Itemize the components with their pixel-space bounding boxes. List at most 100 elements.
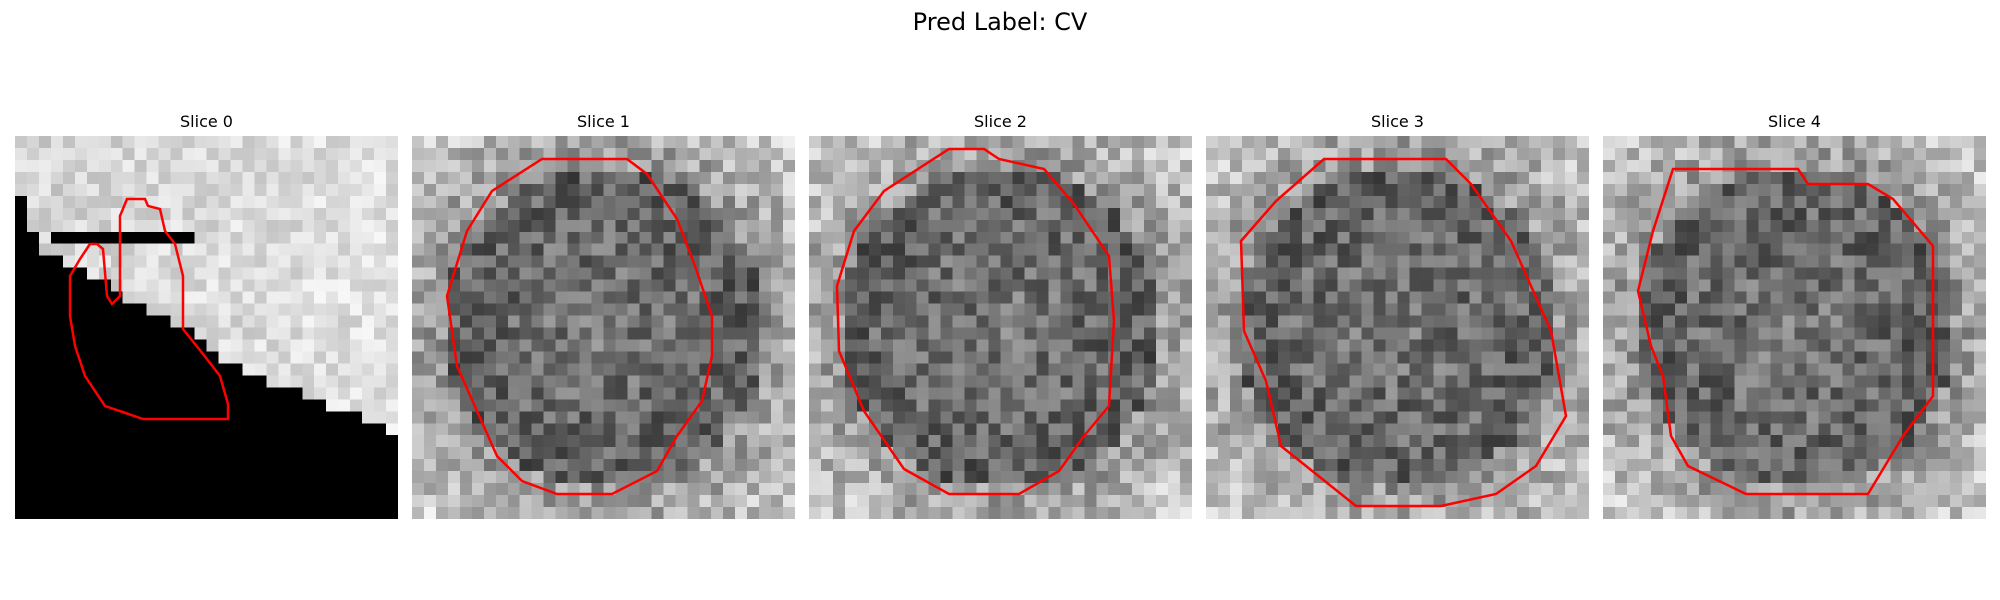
pixel xyxy=(615,195,629,209)
pixel xyxy=(1782,351,1796,365)
pixel xyxy=(1012,351,1026,365)
pixel xyxy=(1217,243,1231,257)
pixel xyxy=(1674,303,1688,317)
pixel xyxy=(1433,471,1446,484)
pixel xyxy=(1421,243,1435,257)
pixel xyxy=(627,387,641,400)
pixel xyxy=(435,423,449,436)
pixel xyxy=(591,279,605,293)
pixel xyxy=(519,243,533,257)
pixel xyxy=(254,255,267,269)
pixel xyxy=(1012,423,1026,436)
pixel xyxy=(663,411,676,424)
pixel xyxy=(880,219,894,233)
pixel xyxy=(1409,171,1423,185)
pixel xyxy=(519,459,533,472)
pixel xyxy=(1794,339,1808,353)
pixel xyxy=(1289,339,1303,353)
pixel xyxy=(1662,327,1676,341)
pixel xyxy=(531,459,545,472)
pixel xyxy=(1036,423,1049,436)
pixel xyxy=(1481,447,1494,460)
pixel xyxy=(1289,387,1303,400)
pixel xyxy=(988,255,1002,269)
pixel xyxy=(1842,136,1855,149)
pixel xyxy=(1806,375,1820,388)
pixel xyxy=(1481,387,1494,400)
pixel xyxy=(783,399,795,412)
pixel xyxy=(892,351,906,365)
pixel xyxy=(1337,459,1351,472)
pixel xyxy=(1301,279,1315,293)
pixel xyxy=(98,507,112,519)
pixel xyxy=(314,447,327,460)
pixel xyxy=(1603,375,1616,388)
pixel xyxy=(759,483,772,496)
pixel xyxy=(26,459,40,472)
pixel xyxy=(675,363,688,376)
pixel xyxy=(1650,327,1664,341)
pixel xyxy=(1926,447,1939,460)
pixel xyxy=(302,147,315,161)
pixel xyxy=(543,303,557,317)
pixel xyxy=(459,363,473,376)
pixel xyxy=(1325,447,1339,460)
pixel xyxy=(928,483,942,496)
pixel xyxy=(242,279,255,293)
pixel xyxy=(1962,136,1975,149)
pixel xyxy=(1878,375,1891,388)
pixel xyxy=(747,459,760,472)
pixel xyxy=(1156,351,1169,365)
pixel xyxy=(699,219,712,233)
pixel xyxy=(1481,267,1494,281)
pixel xyxy=(1842,255,1855,269)
pixel xyxy=(290,351,303,365)
pixel xyxy=(50,207,64,221)
pixel xyxy=(374,195,387,209)
pixel xyxy=(230,471,244,484)
pixel xyxy=(170,399,184,412)
pixel xyxy=(242,399,255,412)
pixel xyxy=(1000,243,1014,257)
pixel xyxy=(711,327,724,341)
pixel xyxy=(675,255,688,269)
pixel xyxy=(471,423,485,436)
pixel xyxy=(1349,423,1363,436)
pixel xyxy=(1132,495,1145,508)
pixel xyxy=(543,183,557,197)
pixel xyxy=(435,387,449,400)
pixel xyxy=(1108,387,1121,400)
pixel xyxy=(1048,219,1061,233)
pixel xyxy=(1385,219,1399,233)
pixel xyxy=(1457,147,1470,161)
pixel xyxy=(928,219,942,233)
pixel xyxy=(338,267,351,281)
pixel xyxy=(1301,339,1315,353)
pixel xyxy=(1698,315,1712,329)
pixel xyxy=(507,183,521,197)
pixel xyxy=(555,243,569,257)
pixel xyxy=(1012,195,1026,209)
pixel xyxy=(242,243,255,257)
pixel xyxy=(639,447,652,460)
pixel xyxy=(134,219,148,233)
pixel xyxy=(146,243,160,257)
pixel xyxy=(1830,291,1843,305)
pixel xyxy=(1373,483,1387,496)
pixel xyxy=(278,136,291,149)
pixel xyxy=(1301,183,1315,197)
pixel xyxy=(1229,219,1243,233)
pixel xyxy=(412,159,425,173)
pixel xyxy=(916,279,930,293)
pixel xyxy=(1529,195,1542,209)
pixel xyxy=(1048,255,1061,269)
pixel xyxy=(423,159,437,173)
pixel xyxy=(567,159,581,173)
pixel xyxy=(1349,207,1363,221)
pixel xyxy=(844,471,858,484)
pixel xyxy=(1337,327,1351,341)
pixel xyxy=(1626,136,1640,149)
pixel xyxy=(1842,375,1855,388)
pixel xyxy=(1626,351,1640,365)
pixel xyxy=(1241,183,1255,197)
